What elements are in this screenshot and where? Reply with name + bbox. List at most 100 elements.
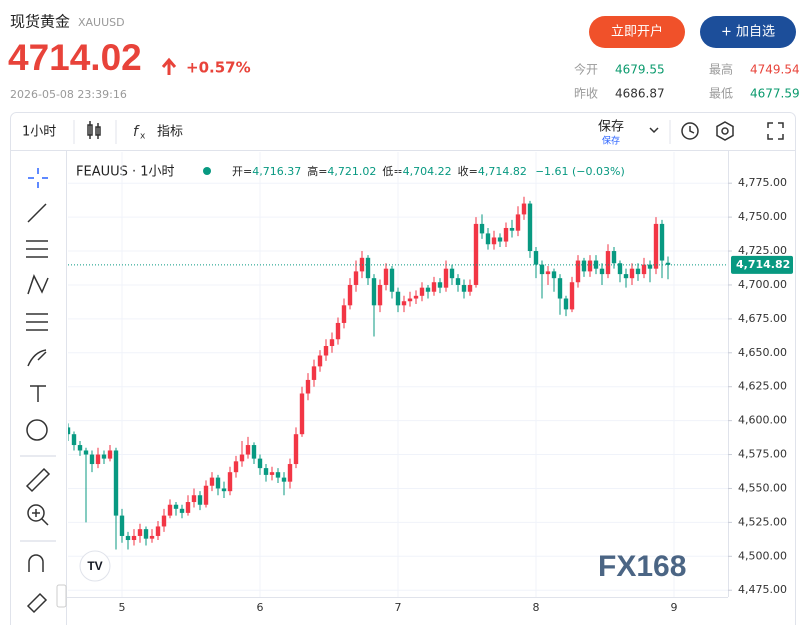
button-label: + 加自选 — [721, 25, 775, 40]
fx-icon: x — [140, 132, 146, 142]
candle-body — [635, 268, 641, 275]
svg-text:TV: TV — [87, 559, 102, 573]
candle-body — [275, 472, 281, 478]
candle-body — [71, 434, 77, 446]
candle-body — [377, 284, 383, 306]
candle-body — [485, 233, 491, 245]
candle-body — [665, 262, 671, 265]
settings-button[interactable] — [716, 121, 734, 141]
candle-body — [653, 223, 659, 269]
crosshair-tool[interactable] — [28, 168, 48, 188]
sidebar-toggle[interactable] — [56, 584, 67, 608]
y-tick-label: 4,675.00 — [738, 312, 787, 325]
candle-body — [383, 268, 389, 285]
y-tick-label: 4,500.00 — [738, 549, 787, 562]
candle-body — [239, 454, 245, 462]
y-tick-label: 4,475.00 — [738, 583, 787, 596]
interval-button[interactable]: 1小时 — [22, 125, 56, 140]
eraser-tool[interactable] — [26, 592, 48, 614]
fullscreen-button[interactable] — [767, 122, 784, 140]
candle-body — [437, 282, 443, 288]
stat-value: 4749.54 — [750, 63, 800, 77]
legend-label: 收= — [458, 164, 478, 178]
zoom-tool[interactable] — [27, 504, 49, 526]
stat-label: 昨收 — [574, 87, 598, 101]
line-tool[interactable] — [27, 203, 47, 223]
candle-body — [539, 264, 545, 275]
candle-body — [269, 472, 275, 475]
candle-body — [401, 301, 407, 306]
fib-tool[interactable] — [26, 240, 48, 258]
candle-body — [509, 227, 515, 231]
candle-body — [107, 450, 113, 459]
last-price-label: 4,714.82 — [736, 258, 790, 271]
candle-body — [563, 298, 569, 310]
watchlist-button[interactable]: + 加自选 — [700, 16, 796, 48]
candle-body — [533, 251, 539, 265]
candle-body — [335, 322, 341, 340]
magnet-tool[interactable] — [28, 554, 44, 572]
candle-body — [629, 268, 635, 279]
tv-logo: TV — [79, 550, 111, 582]
text-tool[interactable] — [30, 385, 46, 402]
y-tick-label: 4,725.00 — [738, 244, 787, 257]
candle-body — [641, 264, 647, 275]
candle-body — [185, 502, 191, 513]
save-button[interactable]: 保存 — [598, 120, 624, 135]
candle-body — [191, 495, 197, 503]
y-tick-label: 4,650.00 — [738, 346, 787, 359]
alert-button[interactable] — [681, 122, 699, 140]
candle-type-button[interactable] — [87, 121, 101, 139]
candle-body — [623, 274, 629, 279]
candle-body — [305, 379, 311, 394]
prediction-tool[interactable] — [26, 313, 48, 331]
candle-body — [461, 284, 467, 292]
save-sub: 保存 — [602, 135, 620, 147]
pattern-tool[interactable] — [27, 274, 49, 295]
candle-body — [467, 284, 473, 292]
candle-body — [68, 427, 71, 435]
candle-body — [77, 445, 83, 451]
open-account-button[interactable]: 立即开户 — [589, 16, 685, 48]
stat-value: 4679.55 — [615, 63, 665, 77]
candle-body — [173, 504, 179, 509]
candle-body — [611, 251, 617, 264]
candle-body — [395, 291, 401, 306]
last-price-box — [731, 255, 793, 274]
candle-body — [569, 282, 575, 310]
button-bg — [700, 16, 796, 48]
candle-body — [257, 458, 263, 469]
candle-body — [101, 454, 107, 459]
y-tick-label: 4,550.00 — [738, 481, 787, 494]
candle-body — [407, 298, 413, 302]
candle-body — [419, 287, 425, 296]
indicators-button[interactable]: 指标 — [157, 125, 183, 140]
button-label: 立即开户 — [611, 24, 663, 40]
candle-body — [233, 461, 239, 473]
symbol-label: FEAUUS · 1小时 — [76, 165, 175, 180]
brush-tool[interactable] — [27, 349, 47, 367]
candle-body — [221, 488, 227, 492]
candle-body — [365, 257, 371, 279]
candle-body — [605, 251, 611, 275]
y-tick-label: 4,525.00 — [738, 515, 787, 528]
ruler-tool[interactable] — [25, 467, 51, 493]
candle-body — [497, 237, 503, 242]
candle-body — [287, 464, 293, 482]
stat-label: 今开 — [574, 62, 598, 77]
candle-body — [311, 366, 317, 380]
save-dropdown[interactable] — [649, 127, 659, 134]
y-tick-label: 4,750.00 — [738, 210, 787, 223]
candle-body — [203, 485, 209, 505]
candle-body — [149, 535, 155, 539]
stat-label: 最低 — [709, 87, 733, 101]
candle-body — [449, 268, 455, 279]
y-tick-label: 4,600.00 — [738, 414, 787, 427]
emoji-tool[interactable] — [26, 419, 48, 441]
candle-body — [329, 339, 335, 347]
stat-value: 4686.87 — [615, 87, 665, 101]
candle-body — [215, 477, 221, 489]
candle-body — [167, 504, 173, 516]
candle-body — [125, 535, 131, 541]
